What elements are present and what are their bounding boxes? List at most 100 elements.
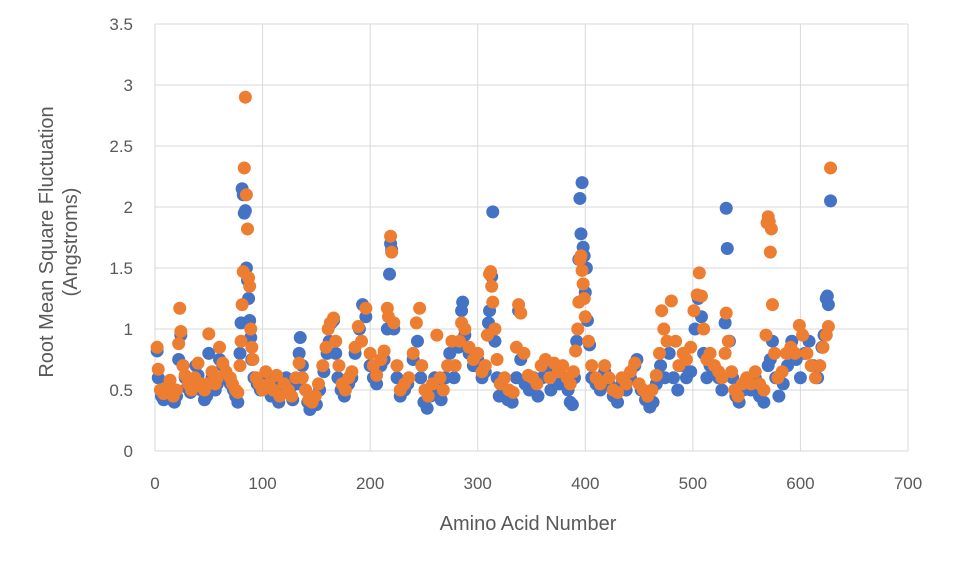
y-tick-label: 2 (124, 198, 133, 217)
data-point (319, 340, 333, 354)
data-point (231, 385, 245, 399)
data-point (666, 371, 680, 385)
data-point (151, 362, 165, 376)
data-point (662, 346, 676, 360)
data-point (447, 371, 461, 385)
data-point (486, 205, 500, 219)
data-point (456, 295, 470, 309)
y-tick-label: 2.5 (109, 137, 133, 156)
data-point (406, 346, 420, 360)
data-point (150, 340, 164, 354)
data-point (332, 359, 346, 373)
data-point (385, 245, 399, 259)
data-point (796, 328, 810, 342)
data-point (498, 371, 512, 385)
x-axis-tick-labels: 0 100 200 300 400 500 600 700 (150, 474, 922, 493)
x-tick-label: 500 (679, 474, 707, 493)
data-point (563, 377, 577, 391)
data-point (377, 344, 391, 358)
data-point (574, 249, 588, 263)
data-point (259, 365, 273, 379)
data-point (602, 371, 616, 385)
series-2-points (150, 90, 838, 409)
data-point (241, 222, 255, 236)
data-point (813, 359, 827, 373)
data-point (718, 316, 732, 330)
data-point (244, 322, 258, 336)
data-point (176, 359, 190, 373)
data-point (329, 334, 343, 348)
data-point (293, 331, 307, 345)
data-point (402, 371, 416, 385)
data-point (757, 395, 771, 409)
data-point (768, 346, 782, 360)
data-point (645, 383, 659, 397)
data-point (231, 395, 245, 409)
data-point (243, 279, 257, 293)
data-point (628, 356, 642, 370)
data-point (270, 368, 284, 382)
data-point (233, 359, 247, 373)
data-point (775, 365, 789, 379)
data-point (718, 346, 732, 360)
data-point (571, 322, 585, 336)
data-point (390, 359, 404, 373)
data-point (285, 389, 299, 403)
x-tick-label: 0 (150, 474, 159, 493)
data-point (824, 194, 838, 208)
data-point (764, 222, 778, 236)
data-point (202, 327, 216, 341)
data-point (345, 365, 359, 379)
data-point (556, 359, 570, 373)
data-point (575, 176, 589, 190)
data-point (238, 90, 252, 104)
data-point (239, 188, 253, 202)
data-point (327, 311, 341, 325)
data-point (719, 201, 733, 215)
data-point (517, 346, 531, 360)
data-point (578, 310, 592, 324)
x-tick-label: 200 (356, 474, 384, 493)
data-point (338, 383, 352, 397)
data-point (292, 356, 306, 370)
data-point (725, 365, 739, 379)
data-point (566, 365, 580, 379)
data-point (619, 377, 633, 391)
data-point (573, 191, 587, 205)
data-point (664, 294, 678, 308)
data-point (233, 346, 247, 360)
data-point (576, 277, 590, 291)
data-point (413, 301, 427, 315)
data-point (694, 289, 708, 303)
data-point (415, 359, 429, 373)
data-point (669, 334, 683, 348)
data-point (191, 356, 205, 370)
data-point (772, 389, 786, 403)
data-point (719, 306, 733, 320)
data-point (383, 267, 397, 281)
data-point (490, 353, 504, 366)
data-point (387, 316, 401, 330)
data-point (359, 301, 373, 315)
data-point (570, 334, 584, 348)
data-point (692, 266, 706, 280)
data-point (351, 320, 365, 334)
x-axis-title: Amino Acid Number (440, 513, 617, 535)
data-point (800, 346, 814, 360)
data-point (748, 365, 762, 379)
data-point (531, 389, 545, 403)
data-point (434, 393, 448, 407)
data-point (363, 346, 377, 360)
data-point (484, 265, 498, 279)
data-point (598, 359, 612, 373)
data-point (370, 368, 384, 382)
data-point (731, 389, 745, 403)
data-point (421, 389, 435, 403)
data-point (234, 334, 248, 348)
y-tick-label: 3.5 (109, 15, 133, 34)
data-point (715, 371, 729, 385)
data-point (765, 298, 779, 312)
data-point (488, 322, 502, 336)
data-point (485, 279, 499, 293)
data-point (172, 337, 186, 351)
